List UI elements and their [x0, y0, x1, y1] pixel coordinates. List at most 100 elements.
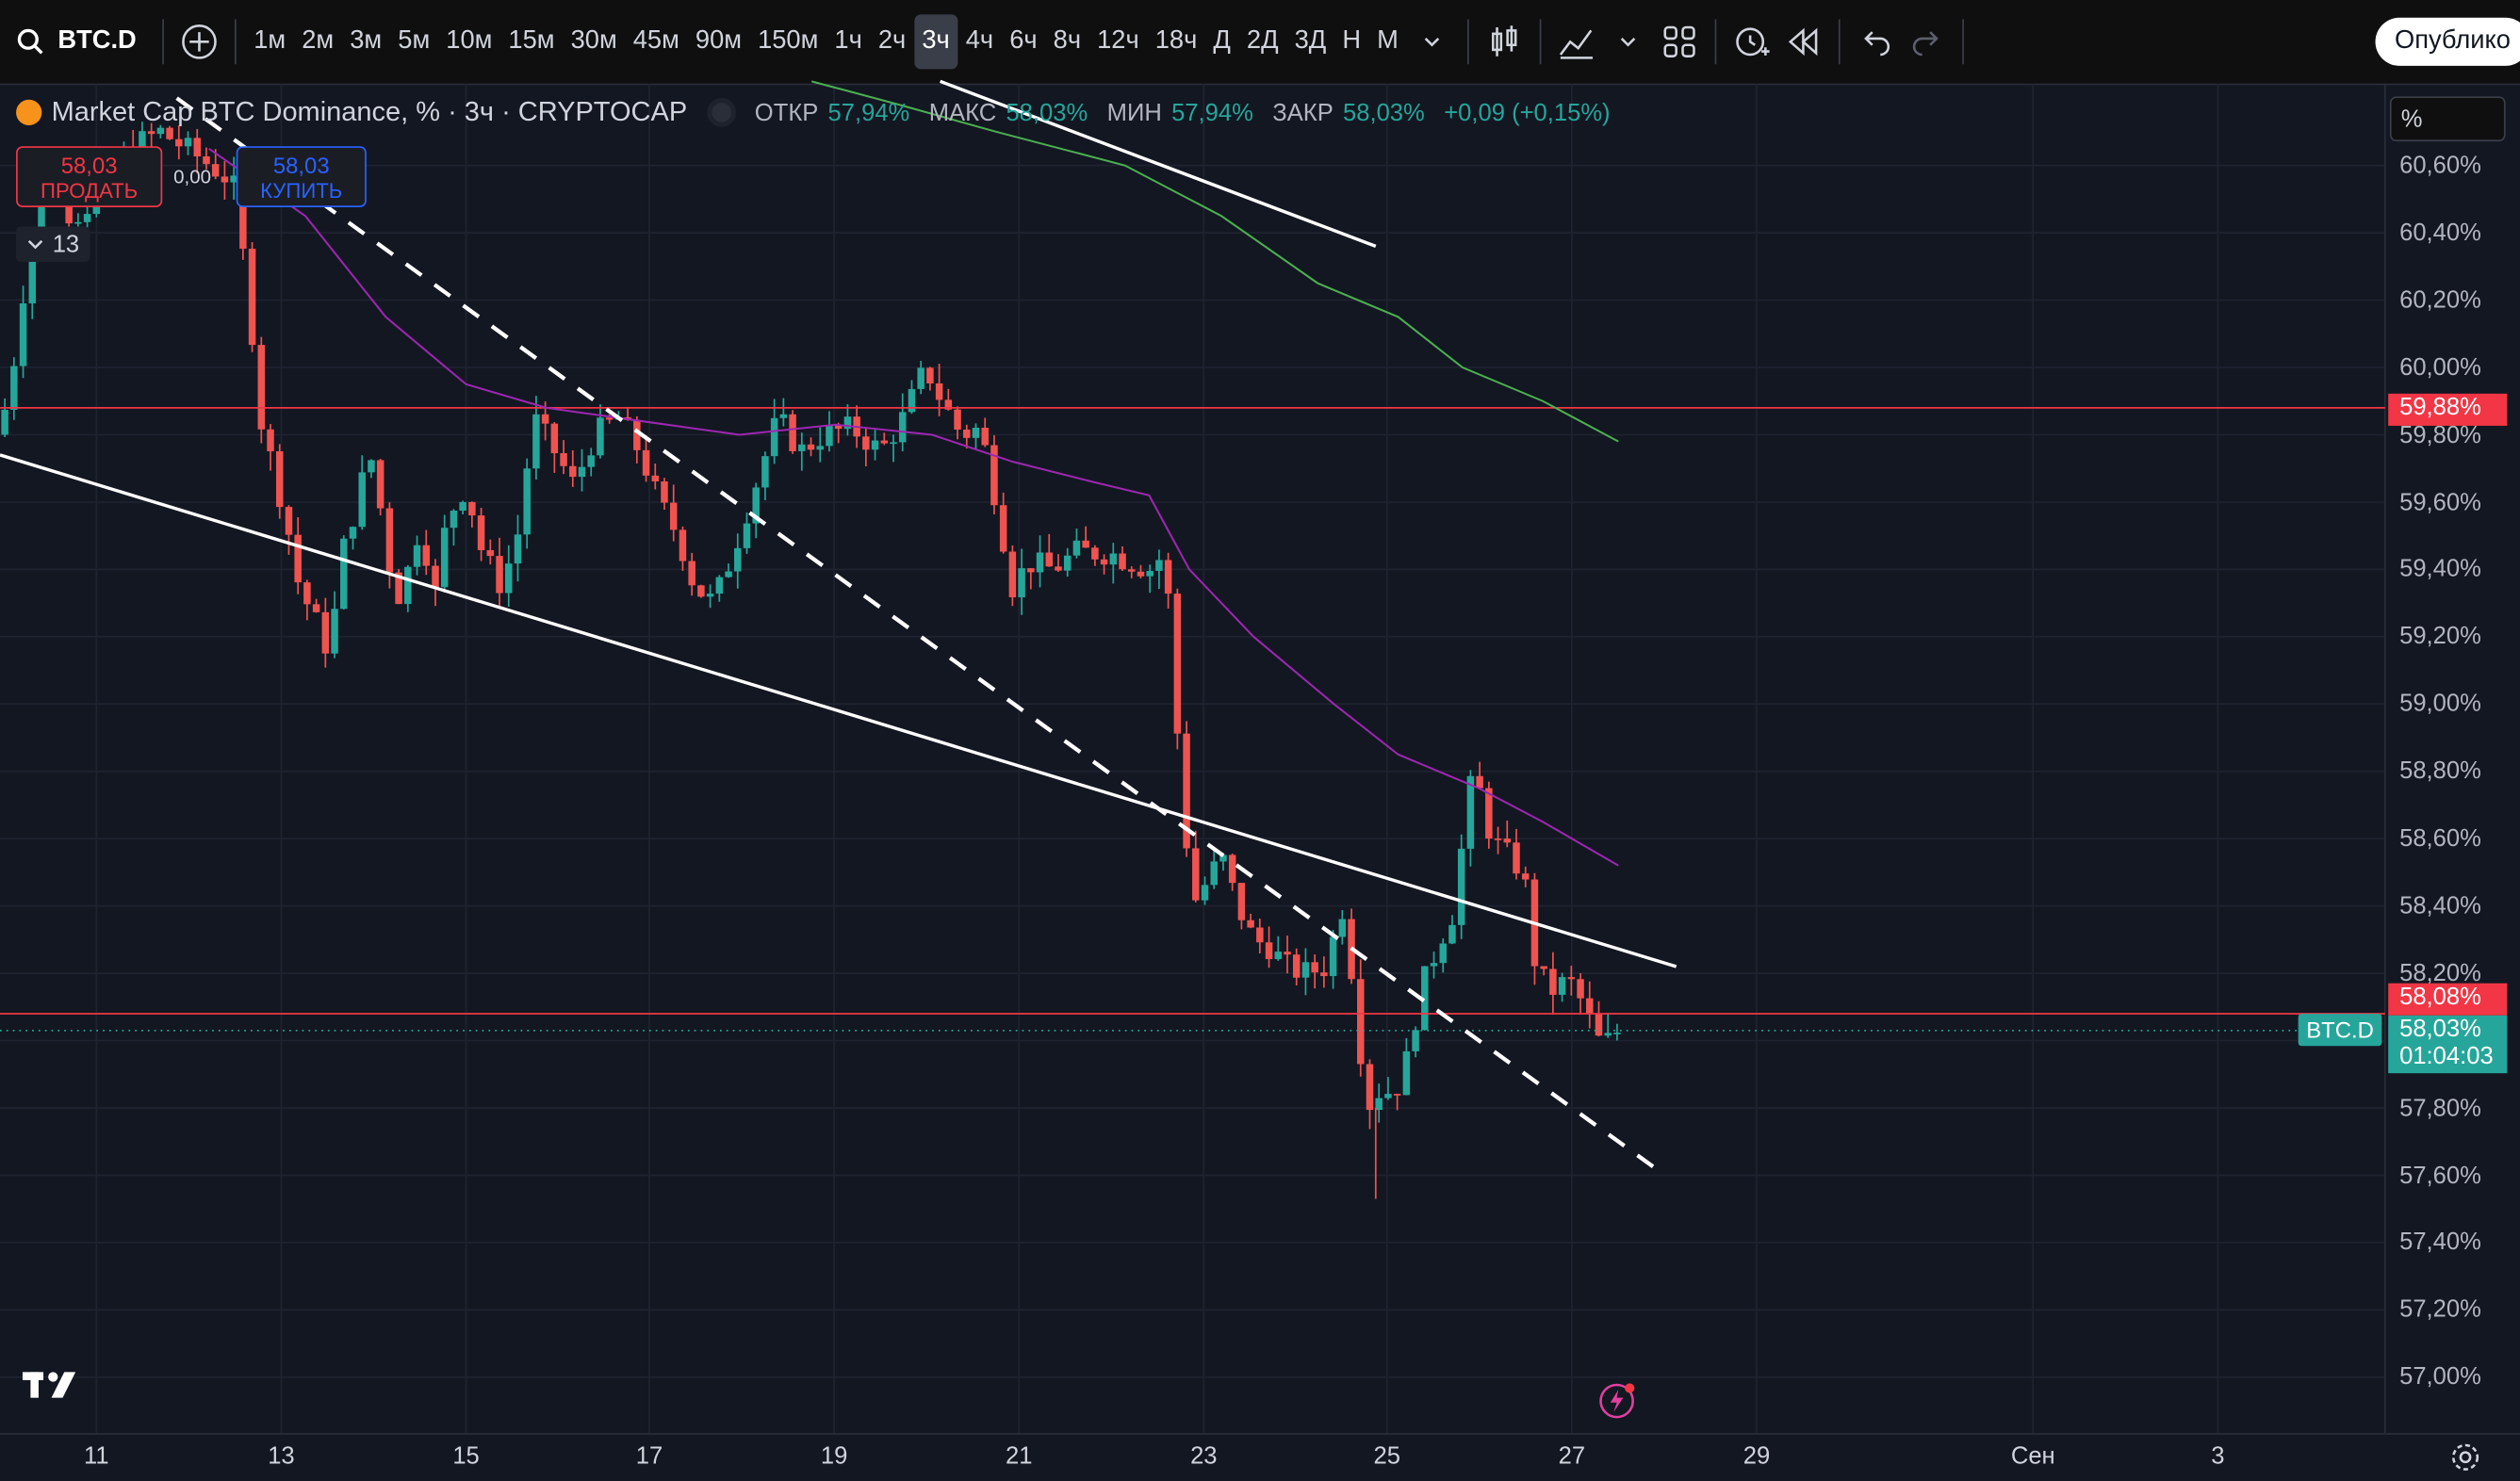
chevron-down-icon	[27, 239, 42, 250]
interval-21[interactable]: Н	[1342, 26, 1362, 55]
tradingview-logo[interactable]	[22, 1369, 84, 1410]
candle-body	[184, 138, 192, 147]
interval-15[interactable]: 8ч	[1053, 26, 1082, 55]
indicators-collapse-button[interactable]: 13	[16, 226, 90, 262]
candle-body	[74, 221, 82, 224]
time-tick-label: 21	[1005, 1442, 1033, 1471]
candle-body	[1494, 838, 1502, 840]
interval-10[interactable]: 1ч	[834, 26, 862, 55]
candle-body	[926, 367, 934, 383]
interval-dropdown-button[interactable]	[1406, 14, 1458, 69]
candle-body	[779, 414, 788, 418]
indicators-dropdown[interactable]	[1602, 14, 1654, 69]
price-tick-label: 58,80%	[2399, 757, 2481, 786]
alert-button[interactable]	[1726, 14, 1778, 69]
candle-body	[569, 465, 577, 478]
interval-13[interactable]: 4ч	[965, 26, 994, 55]
buy-label: КУПИТЬ	[260, 178, 343, 203]
chart-type-button[interactable]	[1479, 14, 1530, 69]
compare-symbol-button[interactable]	[173, 14, 225, 69]
series-title[interactable]: Market Cap BTC Dominance, % · 3ч · CRYPT…	[51, 96, 688, 127]
candle-body	[1329, 936, 1337, 977]
time-axis[interactable]: 11 13 15 17 19 21 23 25 27 29 Сен 3	[0, 1433, 2520, 1481]
price-scale-unit[interactable]: %	[2389, 96, 2506, 142]
time-tick-label: 27	[1558, 1442, 1586, 1471]
redo-button[interactable]	[1902, 14, 1954, 69]
chevron-down-icon	[1620, 38, 1636, 47]
candle-body	[294, 534, 302, 583]
time-tick-label: 25	[1373, 1442, 1400, 1471]
interval-3[interactable]: 5м	[398, 26, 431, 55]
interval-20[interactable]: 3Д	[1294, 26, 1327, 55]
drawings-layer	[0, 79, 2385, 1178]
publish-button[interactable]: Опублико	[2375, 17, 2520, 66]
sell-button[interactable]: 58,03 ПРОДАТЬ	[16, 146, 163, 207]
high-value: 58,03%	[1006, 98, 1088, 126]
sell-price: 58,03	[60, 153, 118, 179]
interval-6[interactable]: 30м	[570, 26, 617, 55]
candle-body	[523, 468, 531, 535]
interval-2[interactable]: 3м	[350, 26, 383, 55]
replay-button[interactable]	[1777, 14, 1829, 69]
candle-body	[1137, 571, 1145, 577]
price-tick-label: 60,40%	[2399, 219, 2481, 247]
candle-body	[1027, 568, 1035, 573]
interval-1[interactable]: 2м	[302, 26, 335, 55]
interval-17[interactable]: 18ч	[1154, 26, 1198, 55]
interval-12[interactable]: 3ч	[913, 14, 958, 70]
candle-body	[871, 440, 879, 450]
interval-18[interactable]: Д	[1213, 26, 1231, 55]
candle-body	[358, 472, 366, 528]
buy-button[interactable]: 58,03 КУПИТЬ	[236, 146, 367, 207]
gear-icon[interactable]	[2449, 1441, 2481, 1473]
candle-body	[1292, 954, 1301, 978]
candle-body	[432, 565, 439, 588]
candle-body	[1072, 540, 1081, 556]
high-label: МАКС	[928, 98, 997, 126]
interval-19[interactable]: 2Д	[1246, 26, 1279, 55]
interval-14[interactable]: 6ч	[1009, 26, 1038, 55]
candle-body	[1109, 553, 1118, 565]
bitcoin-icon	[16, 99, 42, 126]
symbol-search[interactable]: BTC.D	[0, 27, 153, 57]
candle-body	[1045, 552, 1054, 567]
market-status-icon	[706, 98, 736, 127]
bar-countdown: 01:04:03	[2399, 1042, 2494, 1070]
interval-0[interactable]: 1м	[254, 26, 286, 55]
layout-button[interactable]	[1654, 14, 1706, 69]
candle-body	[1008, 551, 1017, 598]
candle-body	[917, 367, 925, 389]
interval-16[interactable]: 12ч	[1097, 26, 1139, 55]
candle-body	[1485, 788, 1493, 839]
lightning-icon[interactable]	[1597, 1382, 1636, 1421]
candle-body	[211, 164, 220, 177]
interval-22[interactable]: М	[1377, 26, 1399, 55]
interval-8[interactable]: 90м	[695, 26, 743, 55]
buy-price: 58,03	[272, 153, 330, 179]
candle-body	[504, 563, 513, 594]
candle-body	[981, 428, 989, 446]
candle-body	[1063, 555, 1072, 571]
candle-body	[1421, 966, 1429, 1031]
interval-4[interactable]: 10м	[446, 26, 493, 55]
candle-body	[972, 428, 980, 438]
candle-body	[312, 604, 320, 612]
interval-5[interactable]: 15м	[508, 26, 555, 55]
candle-body	[1311, 962, 1318, 973]
interval-9[interactable]: 150м	[758, 26, 819, 55]
interval-7[interactable]: 45м	[632, 26, 679, 55]
candle-body	[1320, 972, 1328, 977]
indicators-button[interactable]	[1551, 14, 1603, 69]
price-tick-label: 59,60%	[2399, 488, 2481, 516]
candle-body	[1247, 920, 1254, 928]
interval-11[interactable]: 2ч	[877, 26, 907, 55]
undo-button[interactable]	[1850, 14, 1902, 69]
candle-body	[679, 529, 687, 561]
candle-body	[1466, 775, 1475, 849]
candle-body	[1567, 977, 1576, 980]
candle-body	[550, 423, 559, 454]
price-tick-label: 57,40%	[2399, 1229, 2481, 1257]
time-tick-label: 15	[452, 1442, 480, 1471]
